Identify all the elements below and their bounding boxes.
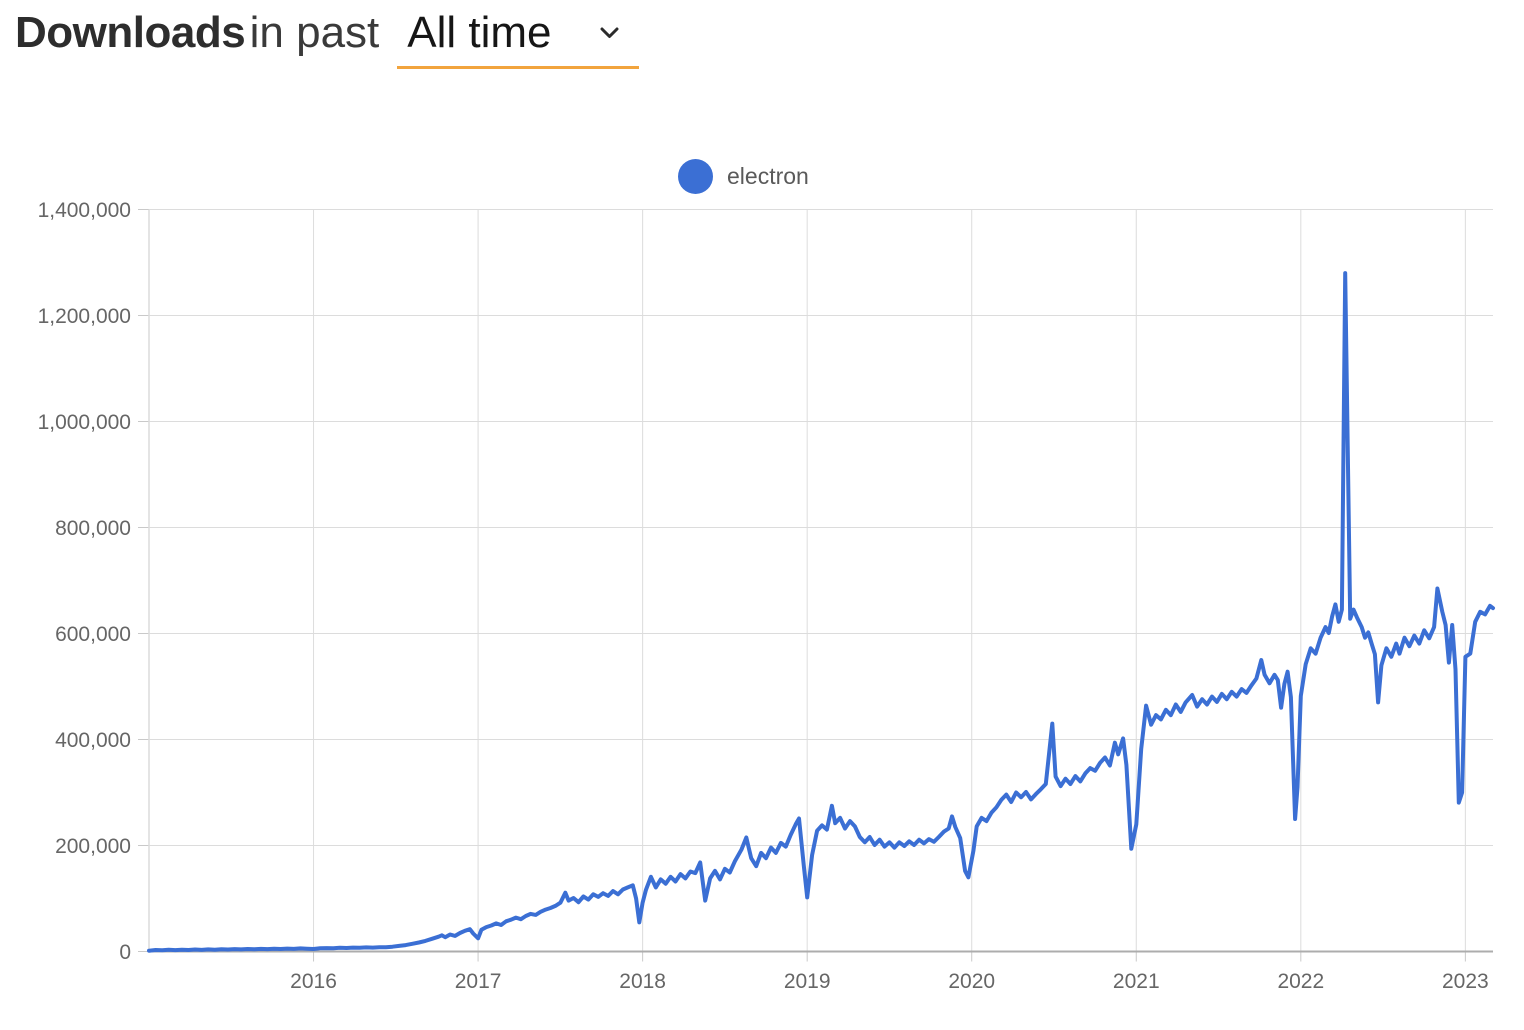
legend-item-electron[interactable]: electron xyxy=(678,157,809,195)
title-in-past: in past xyxy=(249,8,380,57)
y-tick-label: 1,400,000 xyxy=(38,199,131,222)
page-title: Downloads in past All time xyxy=(15,8,639,69)
y-tick-label: 600,000 xyxy=(55,623,131,646)
axis-labels: 0 200,000 400,000 600,000 800,000 1,000,000 1,… xyxy=(38,199,1489,993)
x-tick-label: 2023 xyxy=(1442,970,1489,993)
title-downloads: Downloads xyxy=(15,8,246,57)
chevron-down-icon xyxy=(600,26,619,44)
x-tick-label: 2020 xyxy=(948,970,995,993)
x-tick-label: 2019 xyxy=(784,970,831,993)
y-tick-label: 1,000,000 xyxy=(38,411,131,434)
x-tick-label: 2017 xyxy=(455,970,502,993)
x-tick-label: 2021 xyxy=(1113,970,1160,993)
legend-dot xyxy=(678,158,713,194)
time-range-value: All time xyxy=(407,8,552,57)
time-range-dropdown[interactable]: All time xyxy=(397,8,639,69)
y-tick-label: 1,200,000 xyxy=(38,305,131,328)
y-tick-label: 0 xyxy=(119,941,131,964)
y-tick-label: 200,000 xyxy=(55,835,131,858)
x-tick-label: 2022 xyxy=(1277,970,1324,993)
legend-label: electron xyxy=(727,162,809,189)
gridlines xyxy=(149,209,1493,952)
x-tick-label: 2016 xyxy=(290,970,337,993)
tick-marks xyxy=(138,209,1466,962)
y-tick-label: 400,000 xyxy=(55,729,131,752)
y-tick-label: 800,000 xyxy=(55,517,131,540)
x-tick-label: 2018 xyxy=(619,970,666,993)
electron-series-line[interactable] xyxy=(147,271,1495,953)
